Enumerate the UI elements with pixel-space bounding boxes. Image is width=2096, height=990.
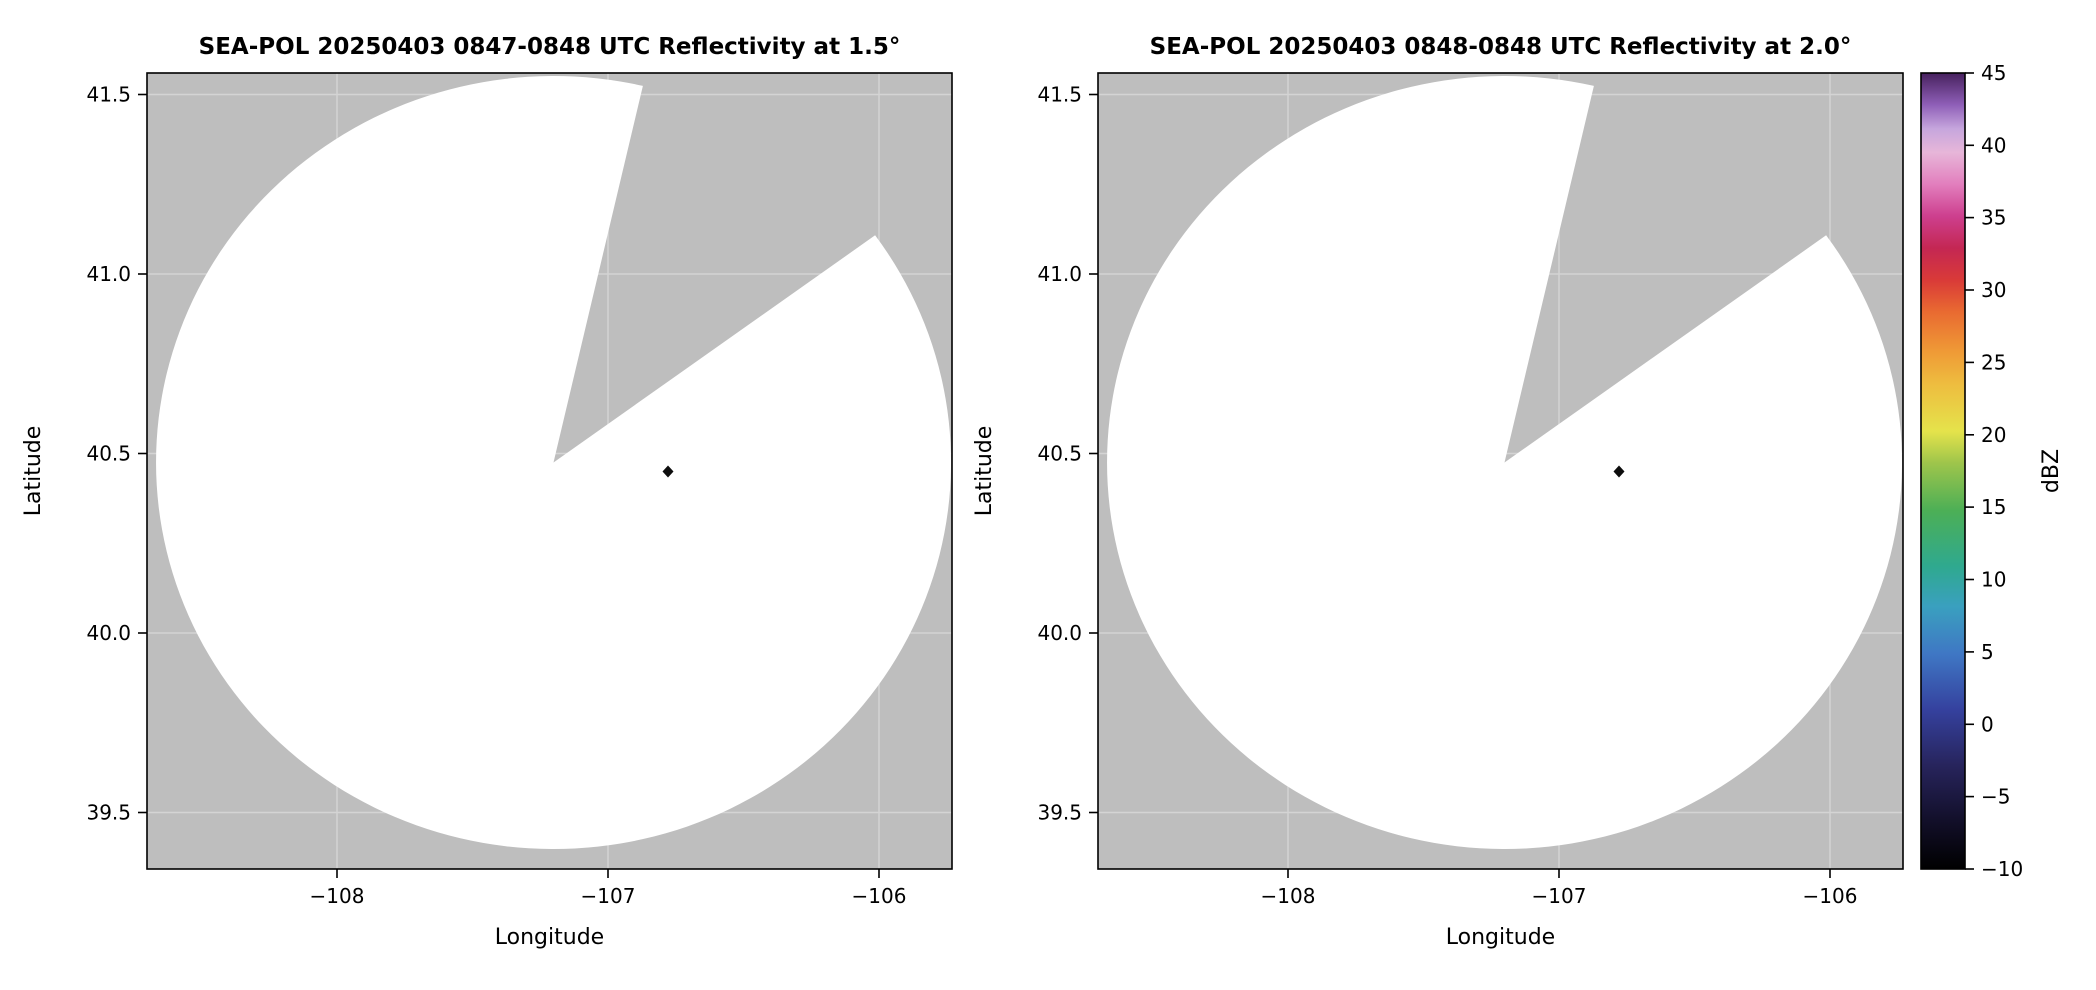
y-tick-label: 41.5 [1037,83,1082,107]
y-tick-label: 40.0 [86,621,131,645]
x-tick-label: −107 [1532,884,1587,908]
colorbar-label: dBZ [2039,449,2064,493]
panel2-x-ticks: −108 −107 −106 [1261,869,1858,908]
x-tick-label: −106 [852,884,907,908]
colorbar-frame [1920,72,1966,870]
panel1-y-ticks: 41.5 41.0 40.5 40.0 39.5 [86,83,147,825]
colorbar-tick-label: 5 [1981,640,1994,664]
y-tick-label: 41.0 [1037,262,1082,286]
radar-panel-2: −108 −107 −106 41.5 41.0 40.5 40.0 39.5 … [972,34,1904,950]
y-tick-label: 39.5 [1037,801,1082,825]
panel2-y-ticks: 41.5 41.0 40.5 40.0 39.5 [1037,83,1098,825]
colorbar-ticks: −10 −5 0 5 10 15 20 25 30 35 40 45 [1965,61,2023,881]
colorbar-tick-label: 20 [1981,423,2006,447]
panel2-ylabel: Latitude [972,426,997,517]
panel1-ylabel: Latitude [21,426,46,517]
y-tick-label: 41.5 [86,83,131,107]
colorbar-tick-label: 15 [1981,495,2006,519]
radar-scan-area [156,76,952,850]
y-tick-label: 41.0 [86,262,131,286]
colorbar-tick-label: −10 [1981,857,2023,881]
colorbar-tick-label: 25 [1981,350,2006,374]
x-tick-label: −108 [1261,884,1316,908]
radar-echo-dot [1613,465,1625,478]
colorbar-gradient [1921,73,1965,869]
panel1-xlabel: Longitude [495,925,604,950]
colorbar: −10 −5 0 5 10 15 20 25 30 35 40 45 dBZ [1920,61,2064,881]
panel1-x-ticks: −108 −107 −106 [310,869,907,908]
radar-panel-1: −108 −107 −106 41.5 41.0 40.5 40.0 39.5 … [21,34,953,950]
colorbar-tick-label: 35 [1981,206,2006,230]
colorbar-tick-label: 10 [1981,568,2006,592]
radar-echo-dot [662,465,674,478]
x-tick-label: −107 [581,884,636,908]
y-tick-label: 40.5 [1037,442,1082,466]
panel1-title: SEA-POL 20250403 0847-0848 UTC Reflectiv… [199,34,901,60]
y-tick-label: 40.0 [1037,621,1082,645]
colorbar-tick-label: 40 [1981,133,2006,157]
radar-scan-area [1107,76,1903,850]
colorbar-tick-label: −5 [1981,785,2010,809]
x-tick-label: −108 [310,884,365,908]
x-tick-label: −106 [1803,884,1858,908]
colorbar-tick-label: 45 [1981,61,2006,85]
colorbar-tick-label: 0 [1981,712,1994,736]
y-tick-label: 40.5 [86,442,131,466]
panel2-xlabel: Longitude [1446,925,1555,950]
y-tick-label: 39.5 [86,801,131,825]
colorbar-tick-label: 30 [1981,278,2006,302]
plot-frame [146,72,953,870]
panel2-title: SEA-POL 20250403 0848-0848 UTC Reflectiv… [1150,34,1852,60]
plot-frame [1097,72,1904,870]
